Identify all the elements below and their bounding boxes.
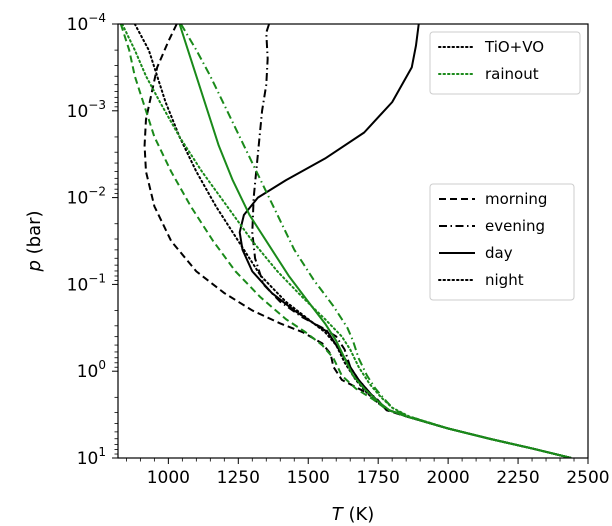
y-tick-label: 10−4: [67, 11, 106, 35]
plot-frame: [117, 23, 589, 459]
x-tick-label: 1500: [287, 468, 330, 488]
x-tick-label: 2500: [566, 468, 609, 488]
y-tick-label: 101: [77, 445, 106, 469]
x-tick-label: 1250: [217, 468, 260, 488]
legend-model: TiO+VO rainout: [429, 31, 581, 95]
legend-limb: morning evening day night: [429, 183, 575, 301]
legend-label-morning: morning: [485, 190, 547, 208]
series-layer: [119, 24, 573, 458]
y-tick-label: 10−2: [67, 185, 106, 209]
legend-label-evening: evening: [485, 217, 545, 235]
legend-label-rainout: rainout: [485, 65, 539, 83]
legend-label-day: day: [485, 244, 513, 262]
legend-label-tio-vo: TiO+VO: [484, 38, 544, 56]
x-tick-label: 2000: [426, 468, 469, 488]
legend-box: [429, 183, 575, 301]
x-tick-label: 1750: [357, 468, 400, 488]
legend-label-night: night: [485, 271, 524, 289]
y-tick-label: 10−3: [67, 98, 106, 122]
series-line-rainout-night: [121, 24, 573, 458]
y-axis-label: p (bar): [24, 210, 45, 272]
y-tick-label: 10−1: [67, 271, 106, 295]
x-axis: 1000 1250 1500 1750 2000 2250 2500: [125, 458, 610, 488]
series-line-tio-vo-morning: [143, 24, 572, 458]
x-axis-label: T (K): [332, 504, 375, 525]
y-tick-label: 100: [77, 358, 106, 382]
x-tick-label: 1000: [147, 468, 190, 488]
x-tick-label: 2250: [496, 468, 539, 488]
y-axis: 10−4 10−3 10−2 10−1 100 101: [67, 11, 118, 469]
